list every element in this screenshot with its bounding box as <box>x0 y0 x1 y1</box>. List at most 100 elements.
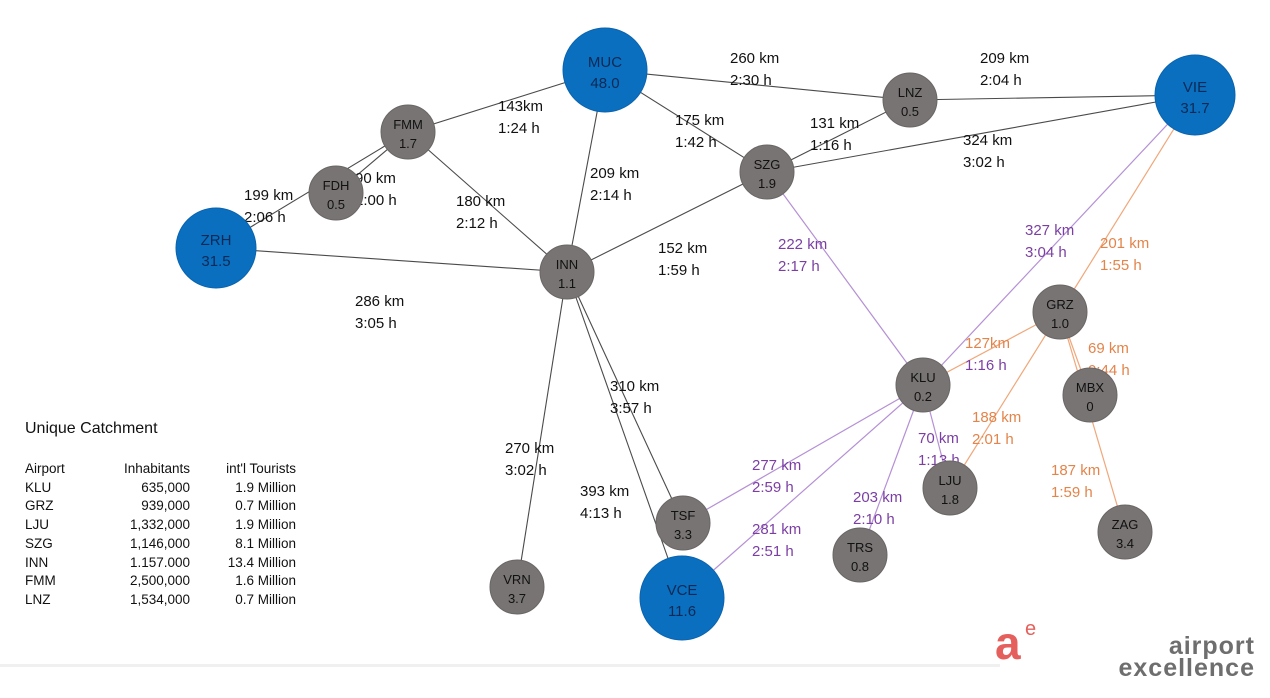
route-distance-label: 327 km <box>1025 222 1074 239</box>
cell-inhabitants: 2,500,000 <box>129 573 190 589</box>
route-inn-vrn <box>516 271 568 588</box>
airport-code: INN <box>556 257 578 272</box>
cell-inhabitants: 1,146,000 <box>129 535 190 551</box>
airport-passengers: 0.5 <box>901 104 919 119</box>
airport-node-lju[interactable]: LJU 1.8 <box>922 460 978 516</box>
airport-node-zrh[interactable]: ZRH 31.5 <box>175 207 257 289</box>
airport-circle <box>832 527 888 583</box>
route-distance-label: 199 km <box>244 187 293 204</box>
cell-airport: INN <box>25 554 49 570</box>
cell-airport: LNZ <box>25 591 51 607</box>
logo-text-line2: excellence <box>1118 654 1255 682</box>
airport-passengers: 0.2 <box>914 389 932 404</box>
route-time-label: 2:59 h <box>752 479 794 496</box>
airport-code: TSF <box>671 508 696 523</box>
airport-code: VCE <box>667 582 698 599</box>
airport-node-trs[interactable]: TRS 0.8 <box>832 527 888 583</box>
airport-node-lnz[interactable]: LNZ 0.5 <box>882 72 938 128</box>
airport-node-fmm[interactable]: FMM 1.7 <box>380 104 436 160</box>
route-time-label: 1:24 h <box>498 120 540 137</box>
catchment-title: Unique Catchment <box>25 420 158 437</box>
route-distance-label: 90 km <box>355 170 396 187</box>
airport-passengers: 1.1 <box>558 276 576 291</box>
route-distance-label: 209 km <box>590 165 639 182</box>
route-lnz-vie <box>909 94 1196 101</box>
route-distance-label: 324 km <box>963 132 1012 149</box>
table-row: LNZ 1,534,000 0.7 Million <box>25 591 296 610</box>
catchment-table: Airport Inhabitants int'l Tourists KLU 63… <box>25 460 296 610</box>
route-distance-label: 127km <box>965 335 1010 352</box>
route-distance-label: 187 km <box>1051 462 1100 479</box>
hub-circle <box>1154 54 1236 136</box>
route-distance-label: 143km <box>498 98 543 115</box>
route-klu-vce <box>681 384 924 599</box>
route-time-label: 3:57 h <box>610 400 652 417</box>
airport-circle <box>922 460 978 516</box>
airport-node-vrn[interactable]: VRN 3.7 <box>489 559 545 615</box>
cell-inhabitants: 1,332,000 <box>129 517 190 533</box>
cell-inhabitants: 1.157.000 <box>129 554 190 570</box>
airport-passengers: 1.7 <box>399 136 417 151</box>
airport-circle <box>895 357 951 413</box>
route-time-label: 2:10 h <box>853 511 895 528</box>
cell-tourists: 1.9 Million <box>235 479 296 495</box>
route-distance-label: 175 km <box>675 112 724 129</box>
airport-node-vie[interactable]: VIE 31.7 <box>1154 54 1236 136</box>
airport-passengers: 0 <box>1086 399 1093 414</box>
airport-node-fdh[interactable]: FDH 0.5 <box>308 165 364 221</box>
route-time-label: 2:51 h <box>752 543 794 560</box>
route-distance-label: 260 km <box>730 50 779 67</box>
route-time-label: 2:12 h <box>456 215 498 232</box>
route-distance-label: 393 km <box>580 483 629 500</box>
cell-tourists: 0.7 Million <box>235 498 296 514</box>
cell-airport: KLU <box>25 479 52 495</box>
table-header-row: Airport Inhabitants int'l Tourists <box>25 460 296 479</box>
route-distance-label: 209 km <box>980 50 1029 67</box>
airport-node-zag[interactable]: ZAG 3.4 <box>1097 504 1153 560</box>
hub-circle <box>175 207 257 289</box>
logo-mark: a <box>995 617 1021 669</box>
route-szg-inn <box>566 171 768 273</box>
airport-circle <box>1062 367 1118 423</box>
airport-passengers: 31.5 <box>201 253 230 270</box>
airport-code: LJU <box>938 473 961 488</box>
airport-node-grz[interactable]: GRZ 1.0 <box>1032 284 1088 340</box>
airport-code: FDH <box>323 178 350 193</box>
route-time-label: 2:01 h <box>972 431 1014 448</box>
route-vie-klu <box>922 94 1196 386</box>
airport-node-vce[interactable]: VCE 11.6 <box>639 555 725 641</box>
airport-passengers: 0.8 <box>851 559 869 574</box>
airport-node-muc[interactable]: MUC 48.0 <box>562 27 648 113</box>
route-time-label: 1:16 h <box>965 357 1007 374</box>
route-fmm-inn <box>407 131 568 273</box>
route-szg-vie <box>766 94 1196 173</box>
route-time-label: 1:59 h <box>658 262 700 279</box>
route-klu-trs <box>859 384 924 556</box>
route-time-label: 1:59 h <box>1051 484 1093 501</box>
route-muc-lnz <box>604 69 911 101</box>
route-distance-label: 180 km <box>456 193 505 210</box>
airport-circle <box>882 72 938 128</box>
cell-tourists: 1.9 Million <box>235 517 296 533</box>
airport-node-klu[interactable]: KLU 0.2 <box>895 357 951 413</box>
airport-code: ZAG <box>1112 517 1139 532</box>
route-time-label: 3:05 h <box>355 315 397 332</box>
unique-catchment-panel: Unique Catchment Airport Inhabitants int… <box>25 420 296 610</box>
airport-node-szg[interactable]: SZG 1.9 <box>739 144 795 200</box>
route-time-label: 1:42 h <box>675 134 717 151</box>
route-distance-label: 70 km <box>918 430 959 447</box>
airport-excellence-logo: a e airport excellence <box>995 617 1255 682</box>
logo-mark-sup: e <box>1025 618 1037 640</box>
table-row: KLU 635,000 1.9 Million <box>25 479 296 498</box>
airport-node-inn[interactable]: INN 1.1 <box>539 244 595 300</box>
edge-labels: 260 km 2:30 h 209 km 2:04 h 143km 1:24 h 175 k… <box>244 50 1149 560</box>
airport-node-mbx[interactable]: MBX 0 <box>1062 367 1118 423</box>
airport-code: MBX <box>1076 380 1105 395</box>
table-row: LJU 1,332,000 1.9 Million <box>25 516 296 535</box>
airport-passengers: 0.5 <box>327 197 345 212</box>
nodes: MUC 48.0 LNZ 0.5 VIE 31.7 FMM 1.7 FDH 0.5 ZRH 31.5 S… <box>175 27 1236 641</box>
airport-node-tsf[interactable]: TSF 3.3 <box>655 495 711 551</box>
airport-code: TRS <box>847 540 873 555</box>
route-distance-label: 201 km <box>1100 235 1149 252</box>
airport-passengers: 1.9 <box>758 176 776 191</box>
